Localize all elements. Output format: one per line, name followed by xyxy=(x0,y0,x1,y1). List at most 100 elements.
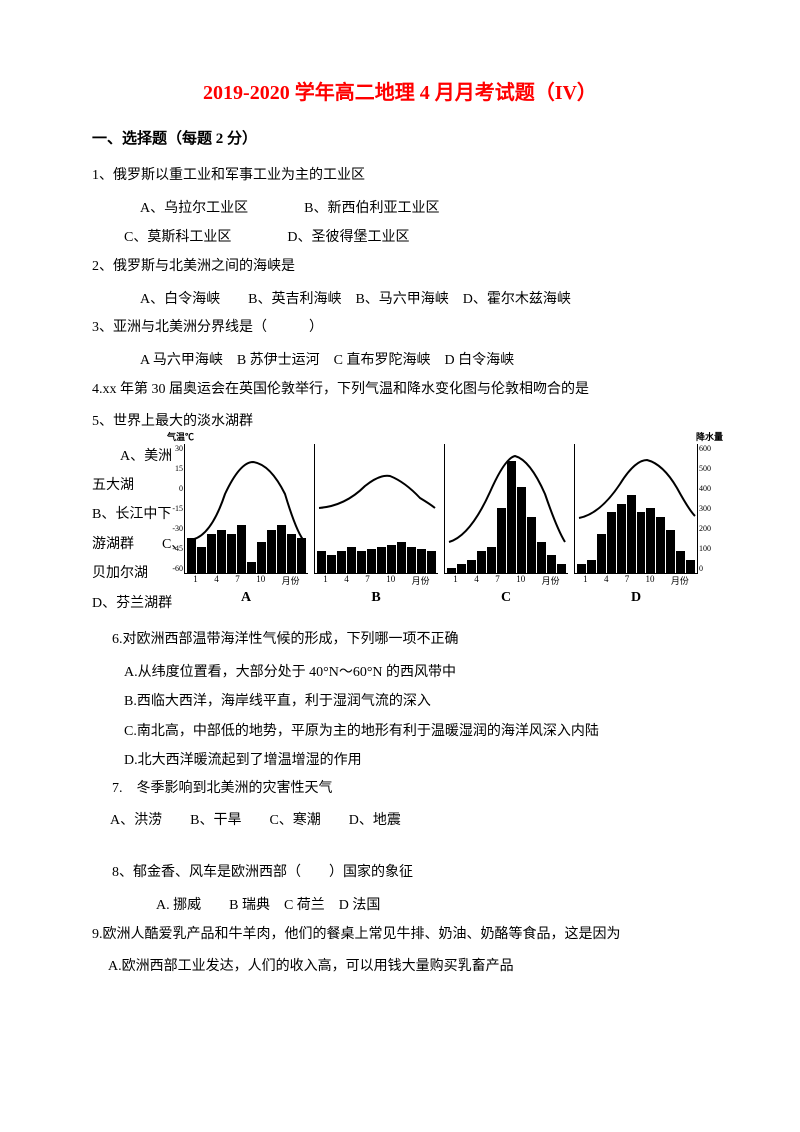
bar xyxy=(377,547,386,573)
xl: 月份 xyxy=(412,574,430,587)
q2-text: 2、俄罗斯与北美洲之间的海峡是 xyxy=(92,253,708,281)
xl: 10 xyxy=(256,574,265,587)
chart-c: 1 4 7 10 月份 C xyxy=(444,444,568,606)
chart-b-box: 1 4 7 10 月份 xyxy=(314,444,438,574)
bar xyxy=(587,560,596,573)
bar xyxy=(627,495,636,572)
bar xyxy=(267,530,276,573)
xl: 4 xyxy=(604,574,609,587)
bar xyxy=(597,534,606,573)
q1-text: 1、俄罗斯以重工业和军事工业为主的工业区 xyxy=(92,162,708,190)
bar xyxy=(646,508,655,573)
q9-a: A.欧洲西部工业发达，人们的收入高，可以用钱大量购买乳畜产品 xyxy=(92,953,708,981)
q6-d: D.北大西洋暖流起到了增温增湿的作用 xyxy=(92,746,708,775)
bar xyxy=(517,487,526,573)
section-header: 一、选择题（每题 2 分） xyxy=(92,127,708,148)
bar xyxy=(317,551,326,573)
chart-d-bars xyxy=(575,444,697,573)
bar xyxy=(247,562,256,573)
q5-d: D、芬兰湖群 xyxy=(92,589,184,618)
xl: 7 xyxy=(495,574,500,587)
xl: 1 xyxy=(193,574,198,587)
bar xyxy=(277,525,286,572)
chart-a-ylabels: 30 15 0 -15 -30 -45 -60 xyxy=(165,444,183,573)
bar xyxy=(527,517,536,573)
xl: 4 xyxy=(474,574,479,587)
xl: 月份 xyxy=(282,574,300,587)
bar xyxy=(537,542,546,572)
bar xyxy=(497,508,506,573)
chart-c-bars xyxy=(445,444,568,573)
q6-text: 6.对欧洲西部温带海洋性气候的形成，下列哪一项不正确 xyxy=(92,626,708,654)
q1-c: C、莫斯科工业区 xyxy=(124,230,231,245)
q6-c: C.南北高，中部低的地势，平原为主的地形有利于温暖湿润的海洋风深入内陆 xyxy=(92,717,708,746)
q4-text: 4.xx 年第 30 届奥运会在英国伦敦举行，下列气温和降水变化图与伦敦相吻合的… xyxy=(92,376,708,404)
yl: -45 xyxy=(165,544,183,553)
bar xyxy=(577,564,586,573)
q3-options: A 马六甲海峡 B 苏伊士运河 C 直布罗陀海峡 D 白令海峡 xyxy=(92,346,708,375)
bar xyxy=(666,530,675,573)
chart-a-bars xyxy=(185,444,308,573)
yr: 600 xyxy=(699,444,719,453)
xl: 4 xyxy=(214,574,219,587)
bar xyxy=(297,538,306,572)
bar xyxy=(656,517,665,573)
q6-b: B.西临大西洋，海岸线平直，利于湿润气流的深入 xyxy=(92,687,708,716)
q7-text: 7. 冬季影响到北美洲的灾害性天气 xyxy=(92,775,708,803)
chart-a-label: A xyxy=(241,590,251,606)
bar xyxy=(676,551,685,573)
yr: 300 xyxy=(699,504,719,513)
bar xyxy=(227,534,236,573)
bar xyxy=(487,547,496,573)
chart-d-label: D xyxy=(631,590,641,606)
bar xyxy=(287,534,296,573)
chart-b-label: B xyxy=(371,590,380,606)
bar xyxy=(257,542,266,572)
chart-c-label: C xyxy=(501,590,511,606)
bar xyxy=(237,525,246,572)
chart-d: 降水量 600 500 400 300 200 100 0 1 4 7 xyxy=(574,444,698,606)
q9-text: 9.欧洲人酷爱乳产品和牛羊肉，他们的餐桌上常见牛排、奶油、奶酪等食品，这是因为 xyxy=(92,921,708,949)
xl: 7 xyxy=(625,574,630,587)
chart-b: 1 4 7 10 月份 B xyxy=(314,444,438,606)
bar xyxy=(607,512,616,572)
bar xyxy=(187,538,196,572)
xl: 月份 xyxy=(671,574,689,587)
yl: 15 xyxy=(165,464,183,473)
chart-d-box: 降水量 600 500 400 300 200 100 0 1 4 7 xyxy=(574,444,698,574)
bar xyxy=(197,547,206,573)
temp-axis-label: 气温℃ xyxy=(167,430,194,443)
bar xyxy=(477,551,486,573)
xl: 7 xyxy=(235,574,240,587)
bar xyxy=(637,512,646,572)
q1-options-row1: A、乌拉尔工业区 B、新西伯利亚工业区 xyxy=(92,194,708,223)
bar xyxy=(457,564,466,573)
xl: 10 xyxy=(386,574,395,587)
q6-a: A.从纬度位置看，大部分处于 40°N～60°N 的西风带中 xyxy=(92,658,708,687)
yl: -30 xyxy=(165,524,183,533)
q1-a: A、乌拉尔工业区 xyxy=(140,201,248,216)
charts-container: 气温℃ 30 15 0 -15 -30 -45 -60 1 4 7 xyxy=(184,442,708,606)
chart-section: A、美洲 五大湖 B、长江中下 游湖群 C、 贝加尔湖 D、芬兰湖群 气温℃ 3… xyxy=(92,442,708,618)
bar xyxy=(407,547,416,573)
bar xyxy=(217,530,226,573)
chart-c-box: 1 4 7 10 月份 xyxy=(444,444,568,574)
bar xyxy=(387,545,396,573)
bar xyxy=(447,568,456,572)
yr: 100 xyxy=(699,544,719,553)
bar xyxy=(327,555,336,572)
yr: 400 xyxy=(699,484,719,493)
bar xyxy=(417,549,426,573)
bar xyxy=(547,555,556,572)
chart-d-xlabels: 1 4 7 10 月份 xyxy=(575,574,697,587)
chart-d-ylabels: 600 500 400 300 200 100 0 xyxy=(699,444,719,573)
bar xyxy=(397,542,406,572)
bar xyxy=(467,560,476,573)
yl: 0 xyxy=(165,484,183,493)
chart-a: 气温℃ 30 15 0 -15 -30 -45 -60 1 4 7 xyxy=(184,444,308,606)
xl: 4 xyxy=(344,574,349,587)
bar xyxy=(427,551,436,573)
yl: -60 xyxy=(165,564,183,573)
yr: 200 xyxy=(699,524,719,533)
chart-c-xlabels: 1 4 7 10 月份 xyxy=(445,574,568,587)
